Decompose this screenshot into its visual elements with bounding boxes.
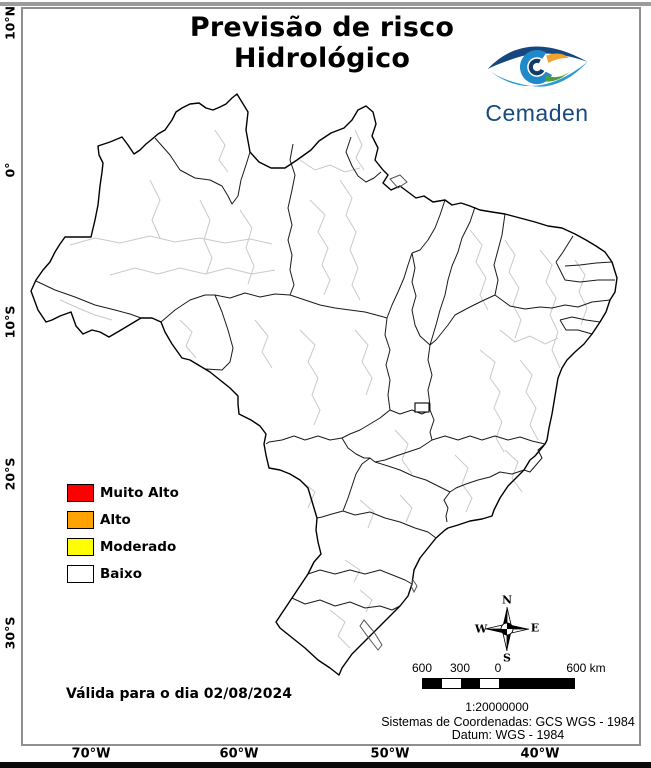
validity-date: Válida para o dia 02/08/2024 bbox=[66, 686, 292, 702]
lon-label-70w: 70°W bbox=[71, 746, 111, 762]
distrito-federal-outline bbox=[414, 402, 430, 413]
coordinate-system-note: Sistemas de Coordenadas: GCS WGS - 1984 … bbox=[381, 715, 635, 743]
legend-swatch-alto bbox=[67, 511, 94, 529]
lon-label-50w: 50°W bbox=[370, 746, 410, 762]
crs-line1: Sistemas de Coordenadas: GCS WGS - 1984 bbox=[381, 715, 635, 729]
compass-n-label: N bbox=[501, 593, 513, 607]
lat-label-0: 0° bbox=[2, 162, 18, 178]
compass-e-label: E bbox=[530, 621, 540, 635]
lat-label-30s: 30°S bbox=[2, 616, 18, 650]
legend-swatch-baixo bbox=[67, 565, 94, 583]
cemaden-logo-text: Cemaden bbox=[485, 100, 589, 126]
scale-ratio: 1:20000000 bbox=[465, 700, 529, 714]
state-borders bbox=[35, 136, 615, 611]
page-title: Previsão de risco Hidrológico bbox=[189, 12, 455, 74]
bottom-rule bbox=[0, 762, 651, 768]
scale-tick-300: 300 bbox=[449, 661, 471, 675]
country-outline bbox=[30, 93, 618, 676]
scale-tick-600: 600 bbox=[411, 661, 433, 675]
lon-label-40w: 40°W bbox=[520, 746, 560, 762]
title-line1: Previsão de risco bbox=[189, 12, 455, 43]
compass-s-label: S bbox=[503, 651, 511, 665]
legend-label: Baixo bbox=[100, 566, 143, 582]
lon-label-60w: 60°W bbox=[219, 746, 259, 762]
scale-tick-600km: 600 km bbox=[566, 661, 606, 675]
lat-label-10s: 10°S bbox=[2, 305, 18, 339]
legend-swatch-muito-alto bbox=[67, 484, 94, 502]
scale-bar bbox=[422, 678, 575, 689]
legend-label: Muito Alto bbox=[100, 485, 179, 501]
title-line2: Hidrológico bbox=[233, 42, 411, 74]
map-frame bbox=[21, 7, 641, 746]
legend-label: Moderado bbox=[100, 539, 177, 555]
cemaden-logo: Cemaden bbox=[478, 34, 596, 127]
lat-label-20s: 20°S bbox=[2, 457, 18, 491]
municipal-borders bbox=[59, 129, 588, 649]
scale-tick-0: 0 bbox=[494, 661, 502, 675]
cemaden-eye-icon bbox=[487, 46, 588, 87]
compass-w-label: W bbox=[474, 622, 488, 636]
crs-line2: Datum: WGS - 1984 bbox=[451, 728, 565, 743]
compass-rose-icon bbox=[484, 606, 530, 652]
legend-swatch-moderado bbox=[67, 538, 94, 556]
top-rule bbox=[0, 2, 651, 6]
lat-label-10n: 10°N bbox=[2, 5, 18, 41]
coastal-details bbox=[359, 174, 418, 651]
legend-label: Alto bbox=[100, 512, 131, 528]
